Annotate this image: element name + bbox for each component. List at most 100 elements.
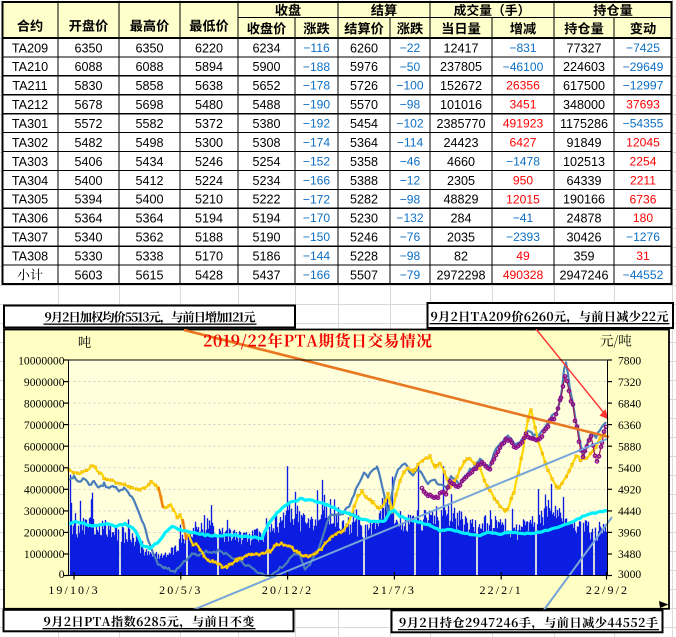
svg-text:6234: 6234 [252,41,280,55]
svg-text:5428: 5428 [195,268,223,282]
svg-text:5880: 5880 [618,441,641,454]
svg-text:4920: 4920 [618,484,641,497]
svg-text:0: 0 [59,568,65,581]
svg-text:5603: 5603 [74,268,102,282]
svg-text:−150: −150 [303,230,331,244]
svg-text:1000000: 1000000 [24,548,65,561]
svg-text:5338: 5338 [135,250,163,264]
svg-text:−116: −116 [303,41,330,55]
svg-text:−192: −192 [303,117,331,131]
svg-text:49: 49 [516,249,530,263]
svg-text:−166: −166 [303,268,331,282]
svg-text:5186: 5186 [252,250,280,264]
svg-text:−174: −174 [303,136,331,150]
svg-text:9000000: 9000000 [24,376,65,389]
svg-text:6220: 6220 [195,41,223,55]
svg-text:491923: 491923 [503,117,544,131]
svg-text:−114: −114 [397,136,424,150]
svg-text:4440: 4440 [618,505,641,518]
svg-text:TA308: TA308 [12,250,48,264]
svg-text:4660: 4660 [447,155,475,169]
svg-text:5437: 5437 [252,268,280,282]
svg-text:7800: 7800 [618,354,641,367]
svg-text:TA301: TA301 [12,117,48,131]
svg-text:5300: 5300 [195,136,223,150]
svg-text:2254: 2254 [630,154,657,168]
svg-text:64339: 64339 [566,174,601,188]
svg-text:−44552: −44552 [623,268,664,282]
svg-text:6088: 6088 [135,60,163,74]
svg-text:101016: 101016 [440,98,482,112]
svg-text:5190: 5190 [252,231,280,245]
svg-text:5894: 5894 [195,60,223,74]
svg-text:−178: −178 [303,79,331,93]
svg-text:5372: 5372 [195,117,223,131]
svg-text:5572: 5572 [74,117,102,131]
svg-text:TA303: TA303 [12,155,48,169]
svg-text:5976: 5976 [350,60,378,74]
svg-text:19/10/3: 19/10/3 [48,583,99,597]
svg-text:5380: 5380 [252,117,280,131]
svg-text:12417: 12417 [443,41,478,55]
svg-text:TA304: TA304 [12,174,48,188]
svg-text:5406: 5406 [74,155,102,169]
svg-text:24878: 24878 [566,212,601,226]
svg-text:950: 950 [513,173,533,187]
svg-text:5615: 5615 [135,268,163,282]
svg-text:6000000: 6000000 [24,441,65,454]
svg-text:5234: 5234 [252,174,280,188]
svg-text:−98: −98 [400,98,421,112]
svg-text:4000000: 4000000 [24,484,65,497]
svg-text:5340: 5340 [74,231,102,245]
svg-text:12015: 12015 [506,192,540,206]
svg-text:2035: 2035 [447,231,475,245]
svg-text:5652: 5652 [252,79,280,93]
svg-text:5507: 5507 [350,268,378,282]
svg-text:3000: 3000 [618,568,641,581]
svg-text:−172: −172 [303,192,331,206]
svg-text:−102: −102 [396,117,424,131]
svg-text:3480: 3480 [618,548,641,561]
svg-text:−98: −98 [400,192,421,206]
svg-text:5400: 5400 [135,193,163,207]
svg-text:6427: 6427 [510,136,537,150]
svg-text:7000000: 7000000 [24,419,65,432]
svg-text:22/9/2: 22/9/2 [586,583,629,597]
svg-text:5282: 5282 [350,193,378,207]
svg-text:TA307: TA307 [12,231,48,245]
svg-text:237805: 237805 [440,60,482,74]
svg-text:5364: 5364 [74,212,102,226]
svg-text:TA211: TA211 [12,79,47,93]
svg-text:20/5/3: 20/5/3 [159,583,202,597]
svg-text:190166: 190166 [563,193,605,207]
svg-text:5170: 5170 [195,250,223,264]
svg-text:102513: 102513 [563,155,605,169]
svg-text:5194: 5194 [195,212,223,226]
svg-text:1175286: 1175286 [560,117,608,131]
svg-text:−98: −98 [400,249,421,263]
svg-text:5358: 5358 [350,155,378,169]
svg-text:−12997: −12997 [623,79,664,93]
svg-text:22/2/1: 22/2/1 [480,583,523,597]
svg-text:348000: 348000 [563,98,605,112]
svg-text:−166: −166 [303,173,331,187]
svg-text:5246: 5246 [195,155,223,169]
svg-text:5000000: 5000000 [24,462,65,475]
svg-text:5308: 5308 [252,136,280,150]
svg-text:5330: 5330 [74,250,102,264]
svg-text:180: 180 [633,211,653,225]
svg-text:5434: 5434 [135,155,163,169]
svg-text:5222: 5222 [252,193,280,207]
svg-text:2385770: 2385770 [436,117,485,131]
svg-text:5858: 5858 [135,79,163,93]
svg-text:77327: 77327 [566,41,601,55]
svg-text:−76: −76 [400,230,421,244]
svg-text:−41: −41 [513,211,534,225]
svg-text:−152: −152 [303,154,331,168]
svg-text:24423: 24423 [443,136,478,150]
svg-text:152672: 152672 [440,79,482,93]
svg-text:5698: 5698 [135,98,163,112]
svg-text:284: 284 [450,212,471,226]
svg-text:91849: 91849 [566,136,601,150]
svg-text:6088: 6088 [74,60,102,74]
